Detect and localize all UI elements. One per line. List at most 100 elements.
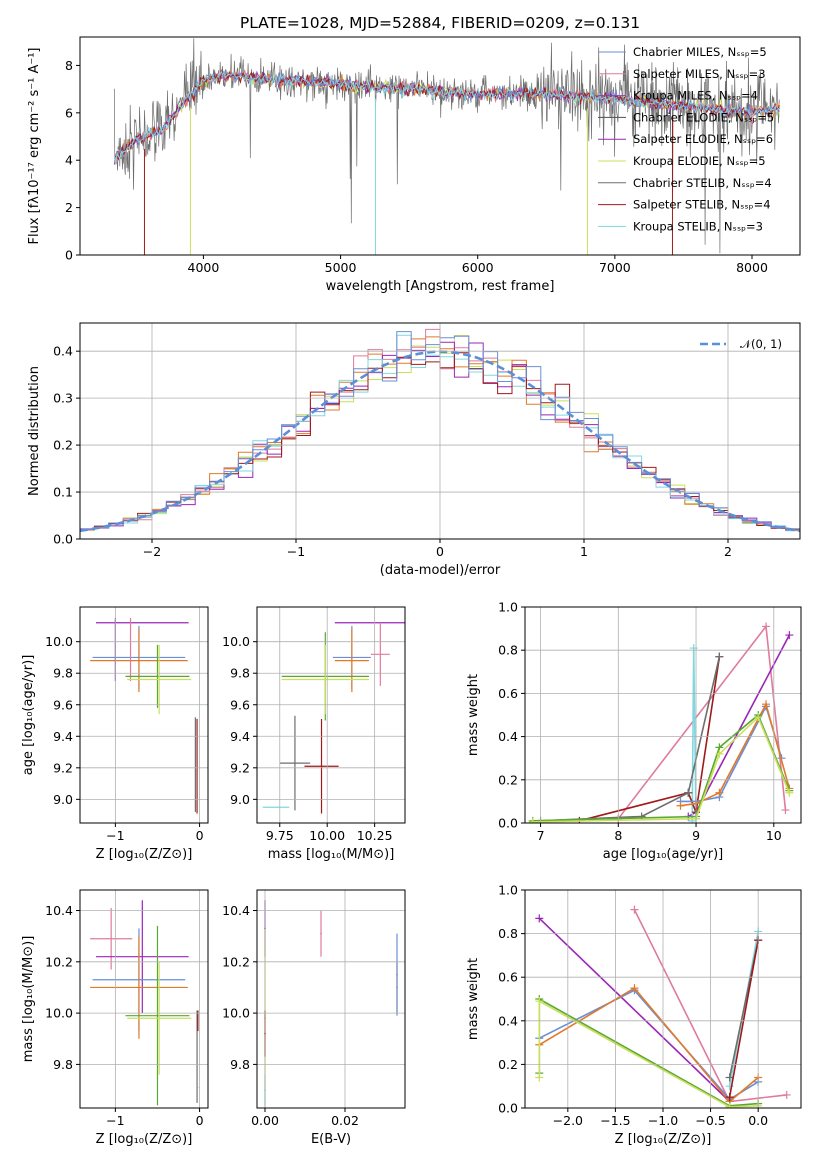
legend-entry: Chabrier STELIB, Nₛₛₚ=4 (633, 176, 772, 190)
x-tick-label: 6000 (462, 260, 494, 275)
mass_vs_ebv-panel: 0.00 0.02 9.8 10.0 10.2 10.4 E(B-V) (222, 889, 406, 1147)
legend-entry: Kroupa STELIB, Nₛₛₚ=3 (633, 219, 763, 233)
y-tick-label: 10.0 (222, 634, 250, 649)
x-tick-label: −1 (287, 544, 305, 559)
mass-weight-point (715, 749, 724, 758)
x-axis-label: (data-model)/error (380, 563, 501, 578)
y-tick-label: 0.8 (498, 926, 518, 941)
y-tick-label: 10.4 (222, 903, 250, 918)
y-tick-label: 9.0 (230, 792, 250, 807)
x-tick-label: −1.5 (600, 1113, 630, 1128)
x-tick-label: −2.0 (553, 1113, 583, 1128)
mass-weight-point (684, 788, 693, 797)
legend-entry: Kroupa ELODIE, Nₛₛₚ=5 (633, 154, 766, 168)
legend-entry: Salpeter ELODIE, Nₛₛₚ=6 (633, 132, 773, 146)
mass-weight-point (785, 631, 794, 640)
mass-weight-point (535, 997, 544, 1006)
x-tick-label: −1 (106, 1113, 124, 1128)
y-tick-label: 9.6 (230, 697, 250, 712)
y-tick-label: 4 (65, 153, 73, 168)
x-tick-label: 5000 (325, 260, 357, 275)
residuals-frame (79, 322, 801, 540)
y-tick-label: 6 (65, 105, 73, 120)
x-tick-label: 8 (614, 828, 622, 843)
y-axis-label: mass weight (466, 674, 481, 756)
mass_vs_Z-frame (79, 889, 209, 1109)
x-tick-label: 0.00 (251, 1113, 279, 1128)
x-tick-label: −1.0 (648, 1113, 678, 1128)
x-tick-label: 2 (724, 544, 732, 559)
mass_vs_Z-panel: −1 0 9.8 10.0 10.2 10.4 Z [log₁₀(Z/Z⊙)] mass [l… (21, 889, 209, 1147)
y-tick-label: 9.4 (230, 729, 250, 744)
x-axis-label: Z [log₁₀(Z/Z⊙)] (96, 1132, 193, 1147)
y-tick-label: 0.4 (498, 729, 518, 744)
model-spectrum-chabrier_miles (113, 69, 780, 160)
mass-weight-point (630, 984, 639, 993)
legend-entry: Chabrier MILES, Nₛₛₚ=5 (633, 45, 767, 59)
y-tick-label: 9.8 (230, 1057, 250, 1072)
y-tick-label: 0.2 (498, 772, 518, 787)
y-tick-label: 9.0 (53, 792, 73, 807)
x-tick-label: 9 (692, 828, 700, 843)
y-tick-label: 0.0 (53, 532, 73, 547)
age_vs_Z-frame (79, 606, 209, 824)
x-tick-label: 10.00 (309, 828, 345, 843)
model-spectrum-kroupa_stelib (113, 70, 780, 163)
x-tick-label: −0.5 (695, 1113, 725, 1128)
legend-entry: Chabrier ELODIE, Nₛₛₚ=5 (633, 110, 774, 124)
x-axis-label: wavelength [Angstrom, rest frame] (326, 279, 555, 294)
y-axis-label: mass [log₁₀(M/M⊙)] (21, 936, 36, 1063)
x-tick-label: 0 (436, 544, 444, 559)
y-tick-label: 8 (65, 58, 73, 73)
mass-weight-series-kroupa_stelib (691, 647, 697, 821)
y-tick-label: 0.4 (53, 344, 73, 359)
y-tick-label: 0.2 (498, 1057, 518, 1072)
mass-weight-point (762, 622, 771, 631)
x-tick-label: 1 (580, 544, 588, 559)
age_vs_mass-panel: 9.75 10.00 10.25 9.0 9.2 9.4 9.6 9.8 10.0 mass [l… (222, 606, 406, 862)
mass-weight-point (725, 1073, 734, 1082)
mass-weight-point (715, 788, 724, 797)
mass-weight-point (782, 1090, 791, 1099)
mass-weight-series-kroupa_elodie (538, 999, 759, 1108)
y-tick-label: 9.8 (53, 1057, 73, 1072)
x-tick-label: −2 (143, 544, 161, 559)
mass_vs_ebv-plot-area (264, 900, 398, 1108)
residuals-panel: −2 −1 0 1 2 0.0 0.1 0.2 0.3 0.4 (data-model)/error… (27, 322, 801, 578)
mass-weight-point (725, 1102, 734, 1108)
figure-title: PLATE=1028, MJD=52884, FIBERID=0209, z=0… (240, 14, 640, 32)
y-tick-label: 0.4 (498, 1013, 518, 1028)
mass-weight-series-green (538, 997, 759, 1107)
y-tick-label: 2 (65, 200, 73, 215)
age_vs_Z-plot-area (90, 618, 199, 814)
age_vs_mass-frame (256, 606, 406, 824)
y-tick-label: 9.6 (53, 697, 73, 712)
y-tick-label: 9.8 (230, 666, 250, 681)
x-tick-label: 9.75 (266, 828, 294, 843)
x-tick-label: 8000 (736, 260, 768, 275)
mass_vs_Z-plot-area (90, 900, 200, 1106)
y-tick-label: 10.2 (222, 954, 250, 969)
y-tick-label: 10.0 (45, 1006, 73, 1021)
mass-weight-point (725, 1093, 734, 1102)
y-axis-label: age [log₁₀(age/yr)] (21, 655, 36, 776)
y-axis-label: mass weight (466, 958, 481, 1040)
mass-weight-series-salpeter_stelib (728, 939, 759, 1098)
y-tick-label: 1.0 (498, 883, 518, 898)
mass-weight-series-salpeter_stelib (579, 656, 721, 822)
mass-weight-point (535, 914, 544, 923)
massweight_vs_Z-plot-area (535, 905, 791, 1108)
mass-weight-point (762, 700, 771, 709)
mass-weight-point (715, 652, 724, 661)
y-tick-label: 10.0 (222, 1006, 250, 1021)
y-tick-label: 10.2 (45, 954, 73, 969)
x-tick-label: 10 (766, 828, 782, 843)
y-tick-label: 0.6 (498, 970, 518, 985)
mass-weight-point (535, 1073, 544, 1082)
x-tick-label: 0 (196, 828, 204, 843)
y-tick-label: 1.0 (498, 600, 518, 615)
y-tick-label: 0.2 (53, 438, 73, 453)
mass-weight-point (676, 801, 685, 810)
mass-weight-series-orange (538, 987, 759, 1103)
